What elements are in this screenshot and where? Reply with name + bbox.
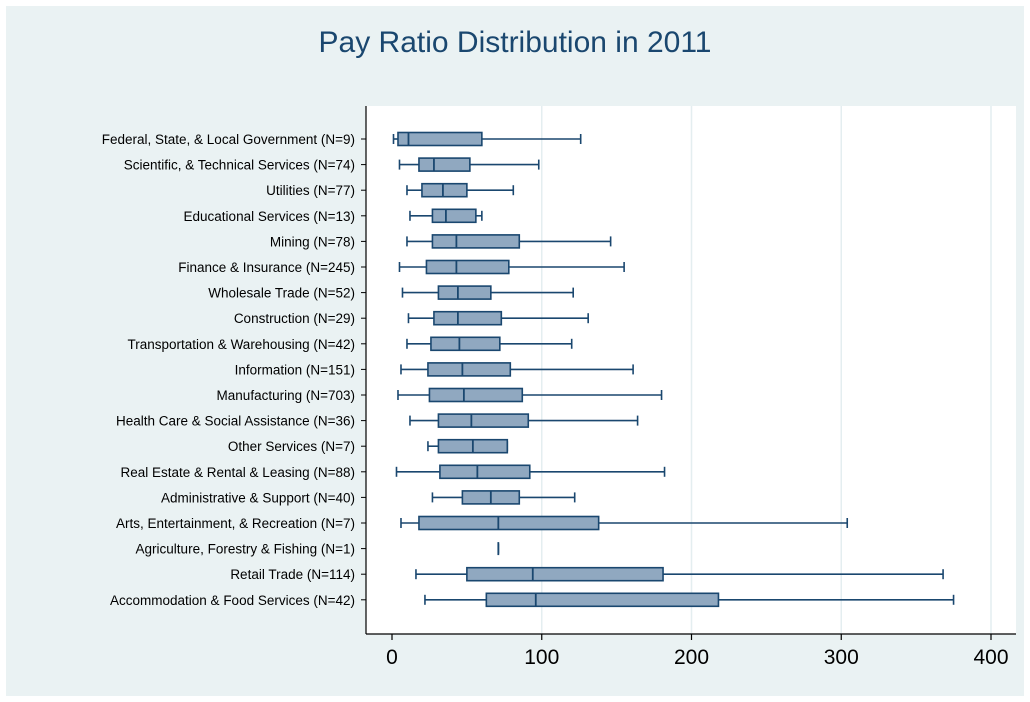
x-tick-label: 200 — [674, 646, 709, 669]
iqr-box — [418, 515, 600, 531]
iqr-box — [439, 464, 531, 480]
boxplot-row — [401, 285, 574, 300]
iqr-box — [437, 413, 530, 428]
iqr-box — [485, 592, 720, 608]
category-label: Health Care & Social Assistance (N=36) — [116, 414, 355, 429]
boxplot-row — [409, 413, 639, 428]
category-label: Administrative & Support (N=40) — [161, 490, 355, 505]
category-label: Construction (N=29) — [234, 311, 355, 326]
x-tick-label: 400 — [973, 646, 1008, 669]
category-label: Utilities (N=77) — [266, 183, 355, 198]
category-label: Wholesale Trade (N=52) — [208, 286, 355, 301]
iqr-box — [466, 566, 664, 582]
iqr-box — [418, 157, 471, 172]
category-label: Finance & Insurance (N=245) — [178, 260, 355, 275]
category-label: Federal, State, & Local Government (N=9) — [102, 132, 355, 147]
boxes — [392, 131, 955, 608]
boxplot-row — [406, 234, 612, 249]
boxplot-row — [407, 310, 589, 326]
category-label: Mining (N=78) — [270, 234, 355, 249]
iqr-box — [433, 310, 503, 326]
boxplot-row — [409, 208, 483, 224]
x-tick-label: 0 — [386, 646, 398, 669]
category-labels: Federal, State, & Local Government (N=9)… — [102, 132, 366, 608]
boxplot-row — [431, 490, 576, 505]
category-label: Retail Trade (N=114) — [230, 567, 355, 582]
iqr-box — [437, 285, 492, 300]
iqr-box — [428, 387, 524, 403]
category-label: Manufacturing (N=703) — [217, 388, 355, 403]
category-label: Information (N=151) — [235, 362, 355, 377]
iqr-box — [431, 208, 477, 224]
gridlines — [541, 106, 992, 634]
category-label: Scientific, & Technical Services (N=74) — [124, 158, 355, 173]
boxplot-row — [400, 362, 634, 377]
iqr-box — [397, 131, 483, 147]
category-label: Arts, Entertainment, & Recreation (N=7) — [116, 516, 355, 531]
boxplot-row — [392, 131, 582, 147]
x-tick-label: 300 — [824, 646, 859, 669]
category-label: Transportation & Warehousing (N=42) — [128, 337, 355, 352]
category-label: Other Services (N=7) — [228, 439, 355, 454]
boxplot-row — [427, 438, 509, 454]
iqr-box — [430, 336, 501, 352]
x-axis-ticks: 0 100 200 300 400 — [386, 634, 1009, 669]
boxplot-row — [406, 336, 573, 352]
category-label: Accommodation & Food Services (N=42) — [110, 593, 355, 608]
category-label: Agriculture, Forestry & Fishing (N=1) — [136, 542, 355, 557]
boxplot-row — [398, 259, 625, 275]
iqr-box — [425, 259, 510, 275]
boxplot-row — [397, 387, 663, 403]
iqr-box — [421, 182, 468, 198]
category-label: Real Estate & Rental & Leasing (N=88) — [120, 465, 355, 480]
boxplot-row — [424, 592, 955, 608]
iqr-box — [431, 234, 521, 249]
boxplot-row — [398, 157, 540, 172]
iqr-box — [427, 362, 512, 377]
category-label: Educational Services (N=13) — [184, 209, 355, 224]
boxplot-row — [415, 566, 944, 582]
boxplot-row — [395, 464, 666, 480]
chart-title: Pay Ratio Distribution in 2011 — [318, 26, 712, 59]
x-tick-label: 100 — [524, 646, 559, 669]
boxplot-row — [400, 515, 849, 531]
boxplot-row — [406, 182, 515, 198]
